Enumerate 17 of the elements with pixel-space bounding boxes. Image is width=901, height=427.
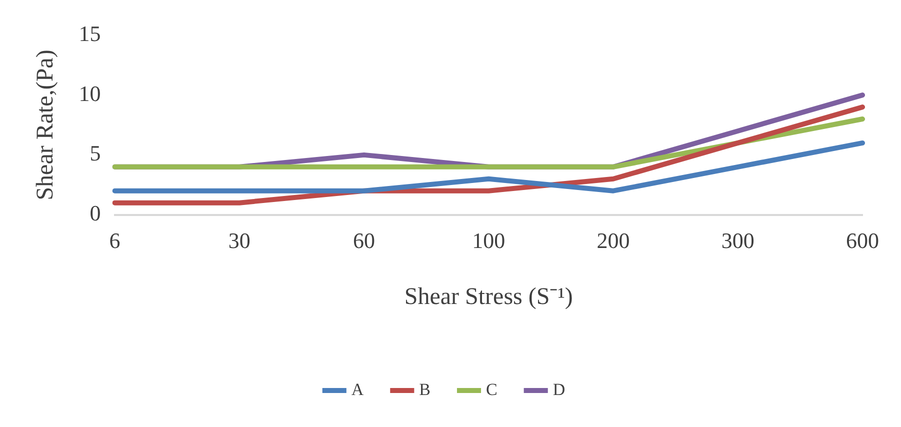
y-tick-label: 10: [78, 80, 101, 106]
x-axis-title: Shear Stress (S⁻¹): [404, 284, 573, 310]
x-tick-label: 200: [596, 228, 630, 253]
legend-label: B: [419, 380, 431, 399]
y-tick-label: 0: [90, 200, 101, 226]
x-tick-label: 6: [109, 228, 120, 253]
x-tick-label: 100: [472, 228, 506, 253]
x-tick-label: 60: [353, 228, 376, 253]
legend-label: D: [552, 380, 566, 399]
legend-label: A: [351, 380, 364, 399]
x-tick-label: 30: [228, 228, 250, 253]
x-tick-label: 600: [846, 228, 879, 253]
x-tick-label: 300: [721, 228, 754, 253]
y-axis-title: Shear Rate,(Pa): [32, 50, 59, 200]
y-tick-label: 5: [90, 140, 101, 166]
legend-label: C: [486, 380, 498, 399]
y-tick-label: 15: [78, 20, 101, 46]
